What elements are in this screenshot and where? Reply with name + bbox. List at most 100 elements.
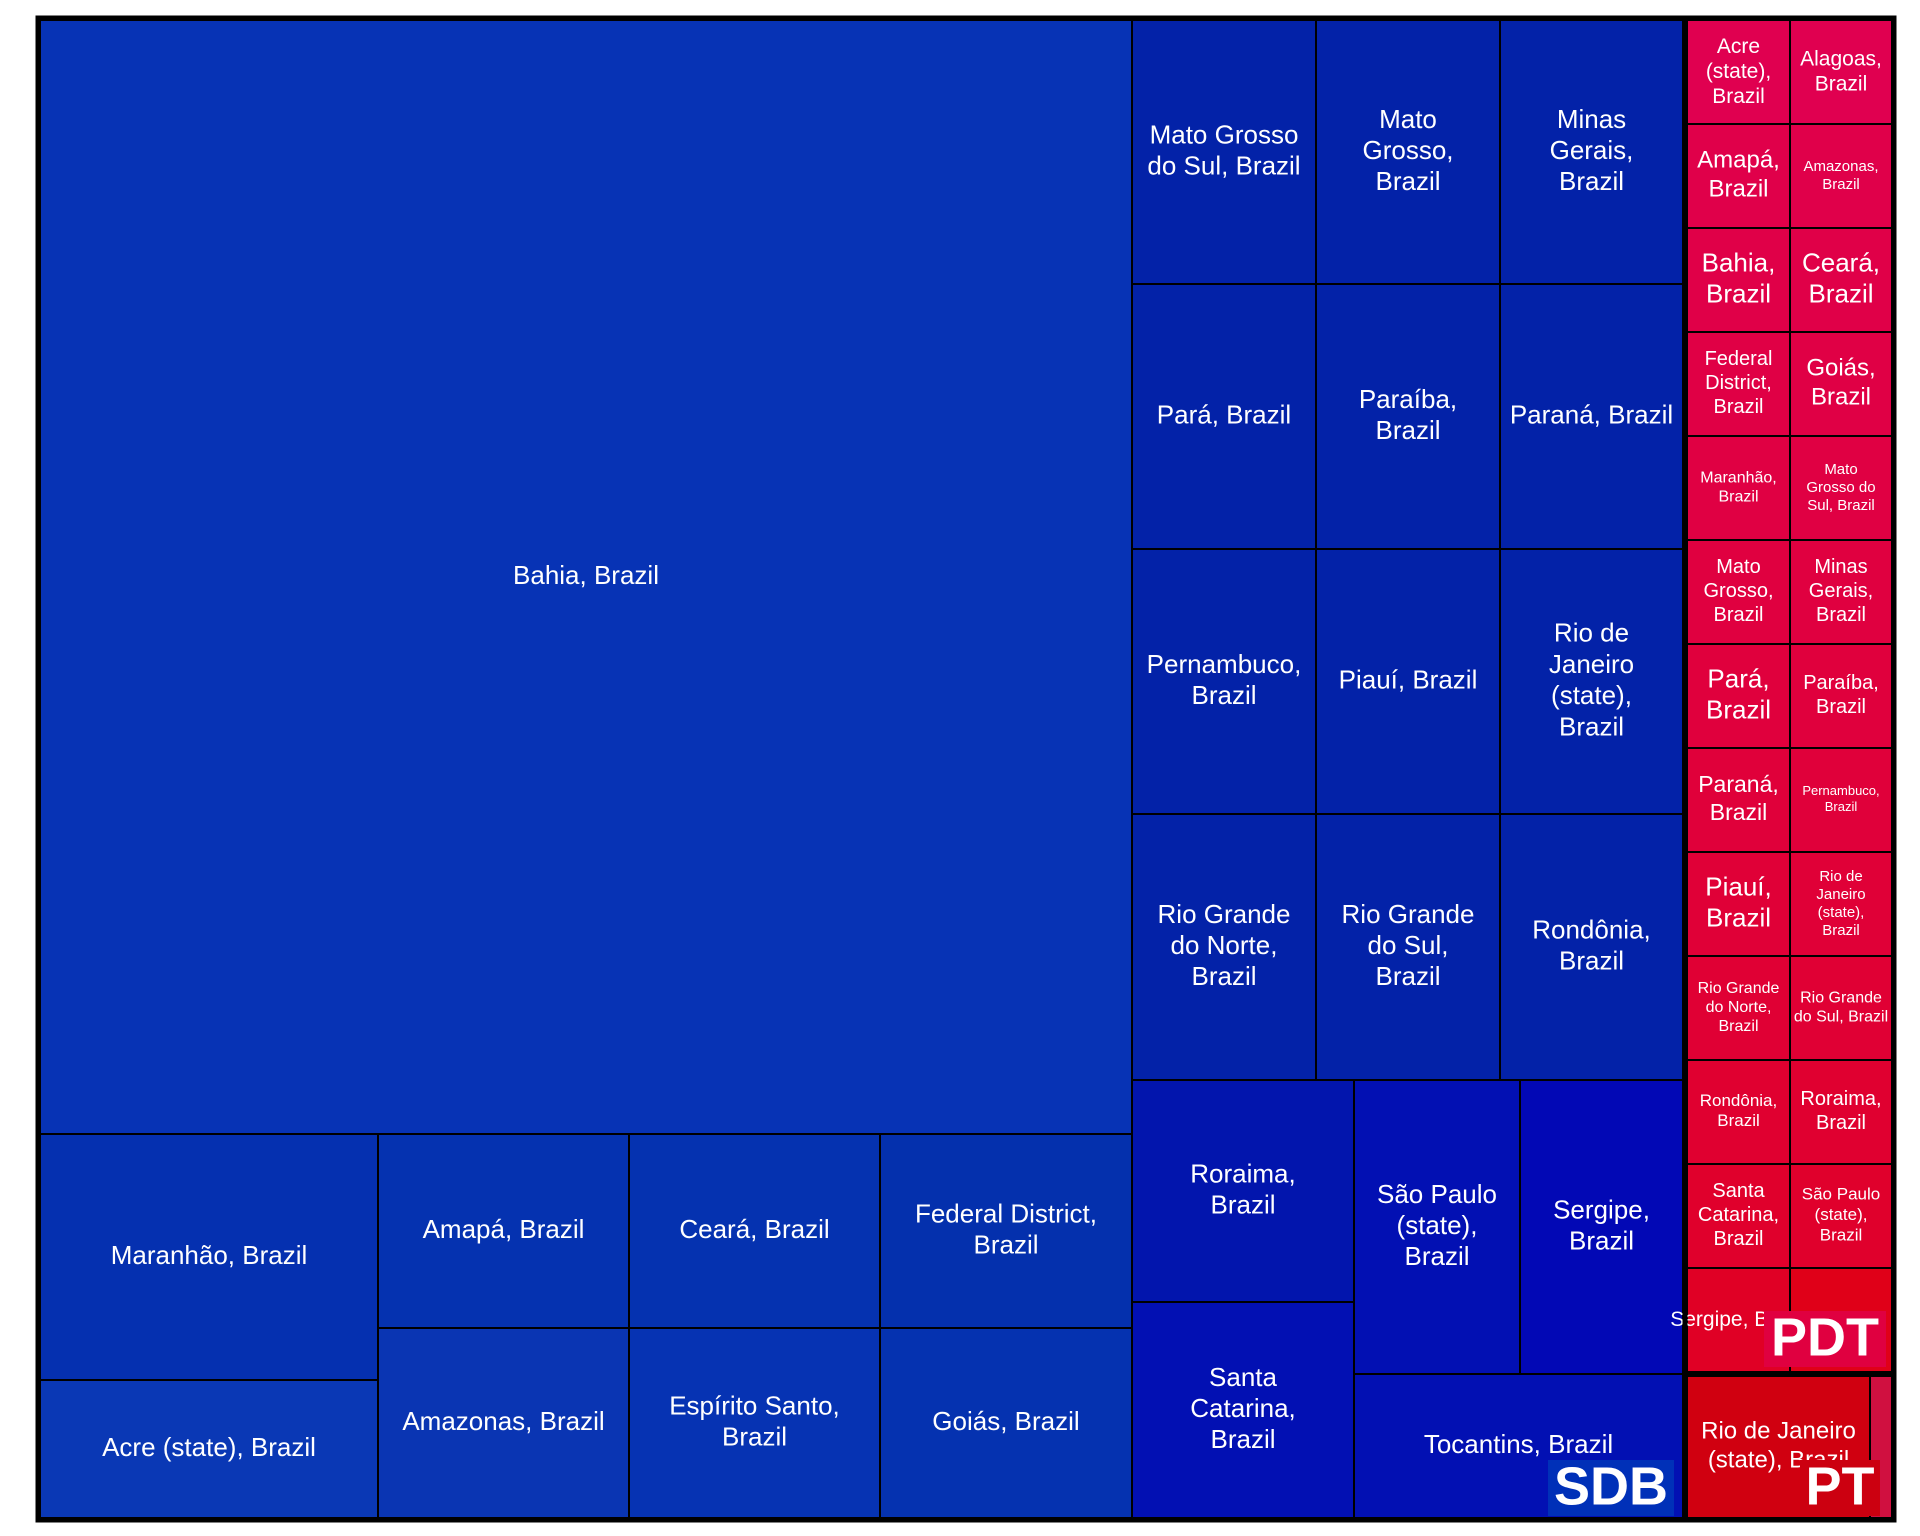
- tile-sdb-mato-grosso-brazil[interactable]: [1315, 19, 1501, 285]
- tile-label: São Paulo (state), Brazil: [1802, 1185, 1880, 1245]
- tile-label: Alagoas, Brazil: [1800, 47, 1882, 95]
- tile-label: Pernambuco, Brazil: [1147, 649, 1302, 710]
- tile-sdb-acre-state-brazil[interactable]: [39, 1379, 379, 1519]
- tile-sdb-minas-gerais-brazil[interactable]: [1499, 19, 1684, 285]
- group-label-pdt: PDT: [1771, 1307, 1879, 1367]
- tile-sdb-maranhao-brazil[interactable]: [39, 1133, 379, 1381]
- tile-label: Santa Catarina, Brazil: [1190, 1362, 1296, 1454]
- tile-label: Roraima, Brazil: [1190, 1158, 1295, 1219]
- tile-label: Pará, Brazil: [1157, 399, 1291, 429]
- tile-label: Tocantins, Brazil: [1424, 1429, 1613, 1459]
- group-label-bg-pdt: [1764, 1311, 1886, 1367]
- tile-label: Ceará, Brazil: [1802, 247, 1880, 308]
- tile-pdt-para-brazil[interactable]: [1686, 643, 1791, 749]
- tile-pdt-federal-district-brazil[interactable]: [1686, 331, 1791, 437]
- tile-label: Federal District, Brazil: [1705, 348, 1773, 418]
- tile-label: Rio de Janeiro (state), Brazil: [1549, 618, 1634, 742]
- tile-sdb-rio-grande-do-norte-brazil[interactable]: [1131, 813, 1317, 1081]
- tile-label: Espírito Santo, Brazil: [669, 1390, 840, 1451]
- tile-label: Ceará, Brazil: [679, 1214, 829, 1244]
- tile-label: Amazonas, Brazil: [402, 1406, 604, 1436]
- tile-sdb-rondonia-brazil[interactable]: [1499, 813, 1684, 1081]
- tile-label: Paraíba, Brazil: [1359, 384, 1457, 445]
- group-label-sdb: SDB: [1554, 1456, 1668, 1516]
- tile-pdt-bahia-brazil[interactable]: [1686, 227, 1791, 333]
- tile-label: Goiás, Brazil: [932, 1406, 1079, 1436]
- tile-sdb-sergipe-brazil[interactable]: [1519, 1079, 1684, 1375]
- group-pdt: Acre (state), Brazil Alagoas, Brazil Amapá, Br…: [1670, 19, 1893, 1373]
- tile-pdt-alagoas-brazil[interactable]: [1789, 19, 1893, 125]
- tile-label: Bahia, Brazil: [1702, 247, 1776, 308]
- tile-label: Paraná, Brazil: [1698, 771, 1779, 825]
- tile-pdt-rio-grande-do-sul-brazil[interactable]: [1789, 955, 1893, 1061]
- tile-label: Amapá, Brazil: [423, 1214, 585, 1244]
- tile-label: Piauí, Brazil: [1705, 871, 1772, 932]
- tile-sdb-mato-grosso-do-sul-brazil[interactable]: [1131, 19, 1317, 285]
- group-sdb: Bahia, Brazil Maranhão, Brazil Acre (state…: [39, 19, 1684, 1519]
- tile-label: Pernambuco, Brazil: [1802, 784, 1879, 815]
- tile-sdb-amapa-brazil[interactable]: [377, 1133, 630, 1329]
- tile-sdb-roraima-brazil[interactable]: [1131, 1079, 1355, 1303]
- tile-pdt-ceara-brazil[interactable]: [1789, 227, 1893, 333]
- outer-frame: [35, 15, 1897, 1523]
- tile-pdt-parana-brazil[interactable]: [1686, 747, 1791, 853]
- tile-sdb-santa-catarina-brazil[interactable]: [1131, 1301, 1355, 1519]
- tile-pdt-minas-gerais-brazil[interactable]: [1789, 539, 1893, 645]
- tile-sdb-bahia-brazil[interactable]: [39, 19, 1133, 1135]
- tile-label: Goiás, Brazil: [1806, 355, 1875, 411]
- tile-label: Santa Catarina, Brazil: [1698, 1180, 1779, 1250]
- tile-label: Maranhão, Brazil: [1700, 470, 1777, 506]
- tile-label: Minas Gerais, Brazil: [1550, 104, 1634, 196]
- tile-sdb-pernambuco-brazil[interactable]: [1131, 548, 1317, 815]
- tile-label: Roraima, Brazil: [1800, 1088, 1881, 1134]
- tile-label: Minas Gerais, Brazil: [1809, 556, 1873, 626]
- tile-label: Rio Grande do Norte, Brazil: [1698, 980, 1780, 1035]
- tile-pdt-roraima-brazil[interactable]: [1789, 1059, 1893, 1165]
- tile-sdb-espirito-santo-brazil[interactable]: [628, 1327, 881, 1519]
- tile-pdt-amazonas-brazil[interactable]: [1789, 123, 1893, 229]
- tile-label: Federal District, Brazil: [915, 1198, 1097, 1259]
- tile-label: Mato Grosso, Brazil: [1703, 556, 1773, 626]
- tile-pdt-mato-grosso-do-sul-brazil[interactable]: [1789, 435, 1893, 541]
- group-label-layer: SDB PDT PT: [1548, 20, 1892, 1518]
- group-label-bg-pt: [1800, 1460, 1880, 1516]
- group-label-bg-sdb: [1548, 1460, 1674, 1516]
- tile-label: Piauí, Brazil: [1339, 664, 1478, 694]
- tile-pdt-amapa-brazil[interactable]: [1686, 123, 1791, 229]
- tile-label: Mato Grosso do Sul, Brazil: [1147, 119, 1300, 180]
- tile-pdt-rondonia-brazil[interactable]: [1686, 1059, 1791, 1165]
- tile-label: São Paulo (state), Brazil: [1377, 1179, 1497, 1271]
- tile-label: Maranhão, Brazil: [111, 1240, 308, 1270]
- tile-label: Rio de Janeiro (state), Brazil: [1816, 868, 1865, 939]
- tile-label: Amapá, Brazil: [1697, 147, 1780, 203]
- tile-label: Acre (state), Brazil: [102, 1432, 316, 1462]
- tile-label: Mato Grosso, Brazil: [1362, 104, 1453, 196]
- tile-label: Rio Grande do Norte, Brazil: [1158, 899, 1291, 991]
- tiles-layer: Bahia, Brazil Maranhão, Brazil Acre (state…: [39, 19, 1893, 1519]
- tile-sdb-amazonas-brazil[interactable]: [377, 1327, 630, 1519]
- tile-sdb-sao-paulo-state-brazil[interactable]: [1353, 1079, 1521, 1375]
- tile-label: Paraíba, Brazil: [1803, 672, 1879, 718]
- tile-label: Bahia, Brazil: [513, 560, 659, 590]
- tile-pdt-rio-grande-do-norte-brazil[interactable]: [1686, 955, 1791, 1061]
- tile-label: Rondônia, Brazil: [1532, 914, 1651, 975]
- tile-label: Amazonas, Brazil: [1803, 158, 1878, 193]
- tile-sdb-goias-brazil[interactable]: [879, 1327, 1133, 1519]
- tile-sdb-para-brazil[interactable]: [1131, 283, 1317, 550]
- tile-label: Mato Grosso do Sul, Brazil: [1806, 461, 1875, 514]
- tile-label: Acre (state), Brazil: [1706, 34, 1771, 107]
- tile-sdb-rio-de-janeiro-state-brazil[interactable]: [1499, 548, 1684, 815]
- group-label-pt: PT: [1805, 1456, 1874, 1516]
- tile-pdt-sao-paulo-state-brazil[interactable]: [1789, 1163, 1893, 1269]
- tile-label: Rio Grande do Sul, Brazil: [1342, 899, 1475, 991]
- tile-pdt-mato-grosso-brazil[interactable]: [1686, 539, 1791, 645]
- tile-label: Rio Grande do Sul, Brazil: [1794, 990, 1888, 1026]
- tile-pdt-goias-brazil[interactable]: [1789, 331, 1893, 437]
- tile-label: Sergipe, Brazil: [1553, 1194, 1650, 1255]
- tile-label: Pará, Brazil: [1706, 663, 1771, 724]
- tile-pdt-santa-catarina-brazil[interactable]: [1686, 1163, 1791, 1269]
- tile-sdb-paraiba-brazil[interactable]: [1315, 283, 1501, 550]
- tile-label: Paraná, Brazil: [1510, 399, 1673, 429]
- tile-label: Rondônia, Brazil: [1700, 1091, 1778, 1130]
